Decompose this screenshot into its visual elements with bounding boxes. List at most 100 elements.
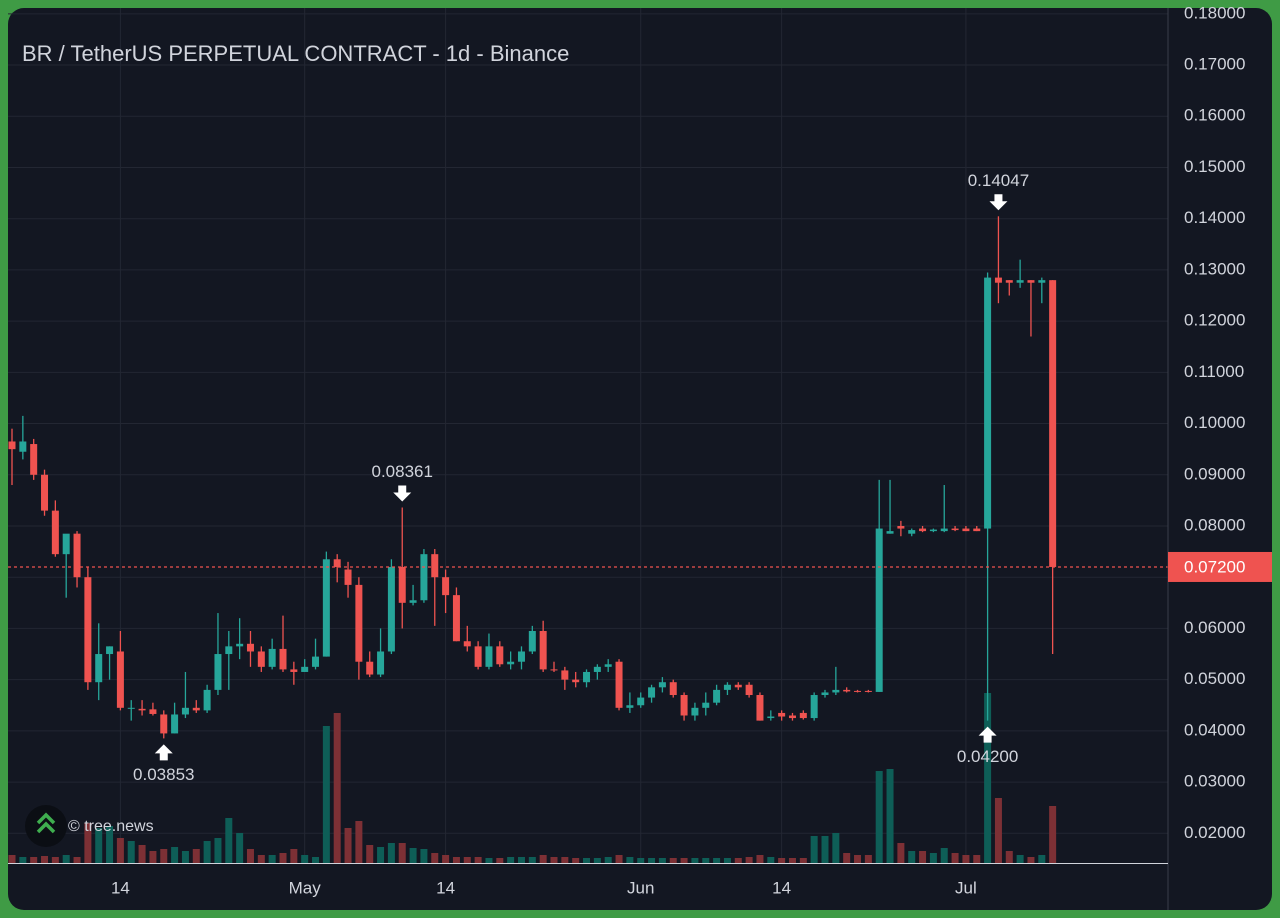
candle-body (648, 687, 656, 698)
volume-bar (984, 693, 992, 863)
volume-bar (810, 836, 818, 863)
candle-body (236, 643, 244, 647)
chart-title: BR / TetherUS PERPETUAL CONTRACT - 1d - … (22, 41, 569, 66)
volume-bar (474, 857, 482, 863)
candle-body (604, 664, 612, 667)
volume-bar (615, 855, 623, 863)
candle-body (951, 528, 959, 531)
candle-body (377, 651, 385, 675)
volume-bar (929, 853, 937, 863)
volume-bar (149, 851, 157, 863)
volume-bar (626, 857, 634, 863)
volume-bar (593, 858, 601, 863)
watermark-logo (25, 805, 67, 847)
candle-body (496, 646, 504, 665)
candle-body (908, 530, 916, 534)
candle-body (214, 654, 222, 690)
candle-body (994, 277, 1002, 283)
candle-body (62, 533, 70, 555)
volume-bar (377, 847, 385, 863)
candle-body (322, 559, 330, 657)
volume-bar (409, 848, 417, 863)
y-tick-label: 0.17000 (1184, 55, 1245, 74)
volume-bar (973, 855, 981, 863)
volume-bar (312, 857, 320, 863)
candle-body (1027, 280, 1035, 283)
volume-bar (355, 821, 363, 863)
volume-bar (301, 855, 309, 863)
candle-body (691, 707, 699, 716)
last-price-label: 0.07200 (1184, 557, 1245, 576)
candle-body (387, 566, 395, 652)
candle-body (507, 661, 515, 665)
volume-bar (181, 851, 189, 863)
volume-bar (1005, 851, 1013, 863)
candle-body (279, 648, 287, 670)
y-tick-label: 0.09000 (1184, 464, 1245, 483)
candle-body (1038, 280, 1046, 283)
volume-bar (62, 855, 70, 863)
candle-body (539, 630, 547, 670)
candle-body (41, 474, 49, 511)
candle-body (301, 666, 309, 672)
annotation-arrow (978, 726, 997, 743)
candle-body (290, 669, 298, 672)
x-tick-label: 14 (772, 878, 791, 897)
volume-bar (745, 857, 753, 863)
volume-bar (723, 858, 731, 863)
volume-bar (778, 858, 786, 863)
annotation-label: 0.03853 (133, 765, 194, 784)
candle-body (843, 689, 851, 692)
volume-bar (832, 833, 840, 863)
volume-bar (127, 841, 135, 863)
candle-body (517, 651, 525, 662)
volume-bar (788, 858, 796, 863)
y-tick-label: 0.06000 (1184, 618, 1245, 637)
annotation-arrow (393, 485, 412, 502)
candle-body (203, 689, 211, 711)
y-tick-label: 0.12000 (1184, 311, 1245, 330)
candle-body (1016, 280, 1024, 283)
volume-bar (485, 858, 493, 863)
volume-bar (1016, 855, 1024, 863)
candle-body (680, 695, 688, 716)
candle-body (875, 528, 883, 692)
candle-body (181, 707, 189, 715)
candle-body (171, 714, 179, 734)
volume-bar (799, 858, 807, 863)
volume-bar (583, 858, 591, 863)
candle-body (409, 600, 417, 603)
y-tick-label: 0.18000 (1184, 3, 1245, 22)
volume-bar (648, 858, 656, 863)
candle-body (84, 577, 92, 683)
candle-body (312, 656, 320, 667)
candle-body (463, 641, 471, 647)
annotation-label: 0.14047 (968, 171, 1029, 190)
volume-bar (19, 857, 27, 863)
volume-bar (41, 856, 49, 863)
candle-body (160, 714, 168, 734)
y-tick-label: 0.11000 (1184, 362, 1244, 381)
candle-body (767, 716, 775, 719)
volume-bar (886, 769, 894, 863)
candle-body (984, 277, 992, 529)
candle-body (138, 708, 146, 711)
volume-bar (1038, 855, 1046, 863)
volume-bar (669, 858, 677, 863)
volume-bar (30, 857, 38, 863)
candle-body (355, 584, 363, 662)
volume-bar (84, 823, 92, 863)
volume-bar (398, 843, 406, 863)
volume-bar (8, 855, 16, 863)
candle-body (929, 529, 937, 532)
volume-bar (192, 849, 200, 863)
y-tick-label: 0.03000 (1184, 772, 1245, 791)
candle-body (344, 569, 352, 585)
y-tick-label: 0.08000 (1184, 515, 1245, 534)
candle-body (572, 679, 580, 683)
candle-body (897, 525, 905, 529)
volume-bar (940, 848, 948, 863)
volume-bar (875, 771, 883, 863)
candle-body (149, 709, 157, 714)
x-tick-label: Jun (627, 878, 654, 897)
